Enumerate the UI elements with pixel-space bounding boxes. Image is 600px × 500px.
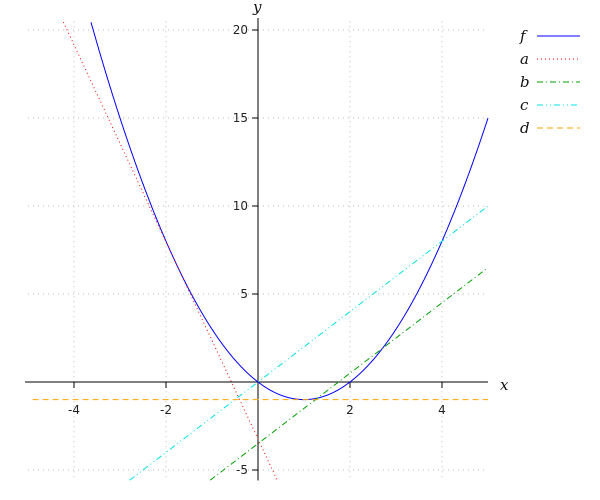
series-a-line [62, 21, 278, 481]
series-c-line [129, 205, 489, 481]
x-tick-label: 4 [438, 403, 446, 417]
series-f-line [90, 22, 489, 401]
y-tick-label: 10 [233, 199, 248, 213]
x-tick-label: -4 [68, 403, 80, 417]
y-tick-label: -5 [236, 463, 248, 477]
legend-label-a: a [520, 50, 529, 68]
y-tick-label: 5 [240, 287, 248, 301]
legend-label-d: d [520, 119, 530, 137]
y-axis-label: y [252, 0, 262, 16]
x-axis-label: x [500, 376, 509, 394]
x-tick-label: 2 [346, 403, 354, 417]
legend-label-b: b [520, 73, 530, 91]
y-tick-label: 15 [233, 111, 248, 125]
series-b-line [209, 267, 489, 481]
x-tick-label: -2 [160, 403, 172, 417]
legend-label-c: c [520, 96, 529, 114]
legend-label-f: f [519, 27, 528, 45]
y-tick-label: 20 [233, 23, 248, 37]
